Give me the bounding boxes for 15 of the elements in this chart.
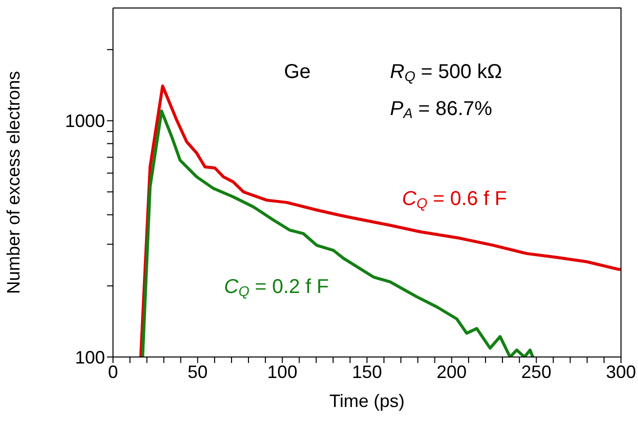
series-label: C$_{Q}$ = 0.6 f F xyxy=(402,188,507,211)
series-label: C$_{Q}$ = 0.2 f F xyxy=(224,276,329,299)
annotation: P$_{A}$ = 86.7% xyxy=(390,98,492,121)
y-axis-title: Number of excess electrons xyxy=(3,70,24,294)
x-tick-label: 300 xyxy=(606,362,636,382)
x-tick-label: 0 xyxy=(108,362,118,382)
x-tick-label: 250 xyxy=(521,362,552,382)
x-tick-label: 150 xyxy=(352,362,382,382)
annotation: Ge xyxy=(284,61,311,84)
x-tick-label: 100 xyxy=(267,362,298,382)
x-tick-label: 200 xyxy=(436,362,467,382)
annotation: R$_{Q}$ = 500 kΩ xyxy=(390,61,502,84)
x-tick-label: 50 xyxy=(188,362,208,382)
y-tick-label: 1000 xyxy=(64,111,105,132)
x-axis-title: Time (ps) xyxy=(329,391,405,411)
